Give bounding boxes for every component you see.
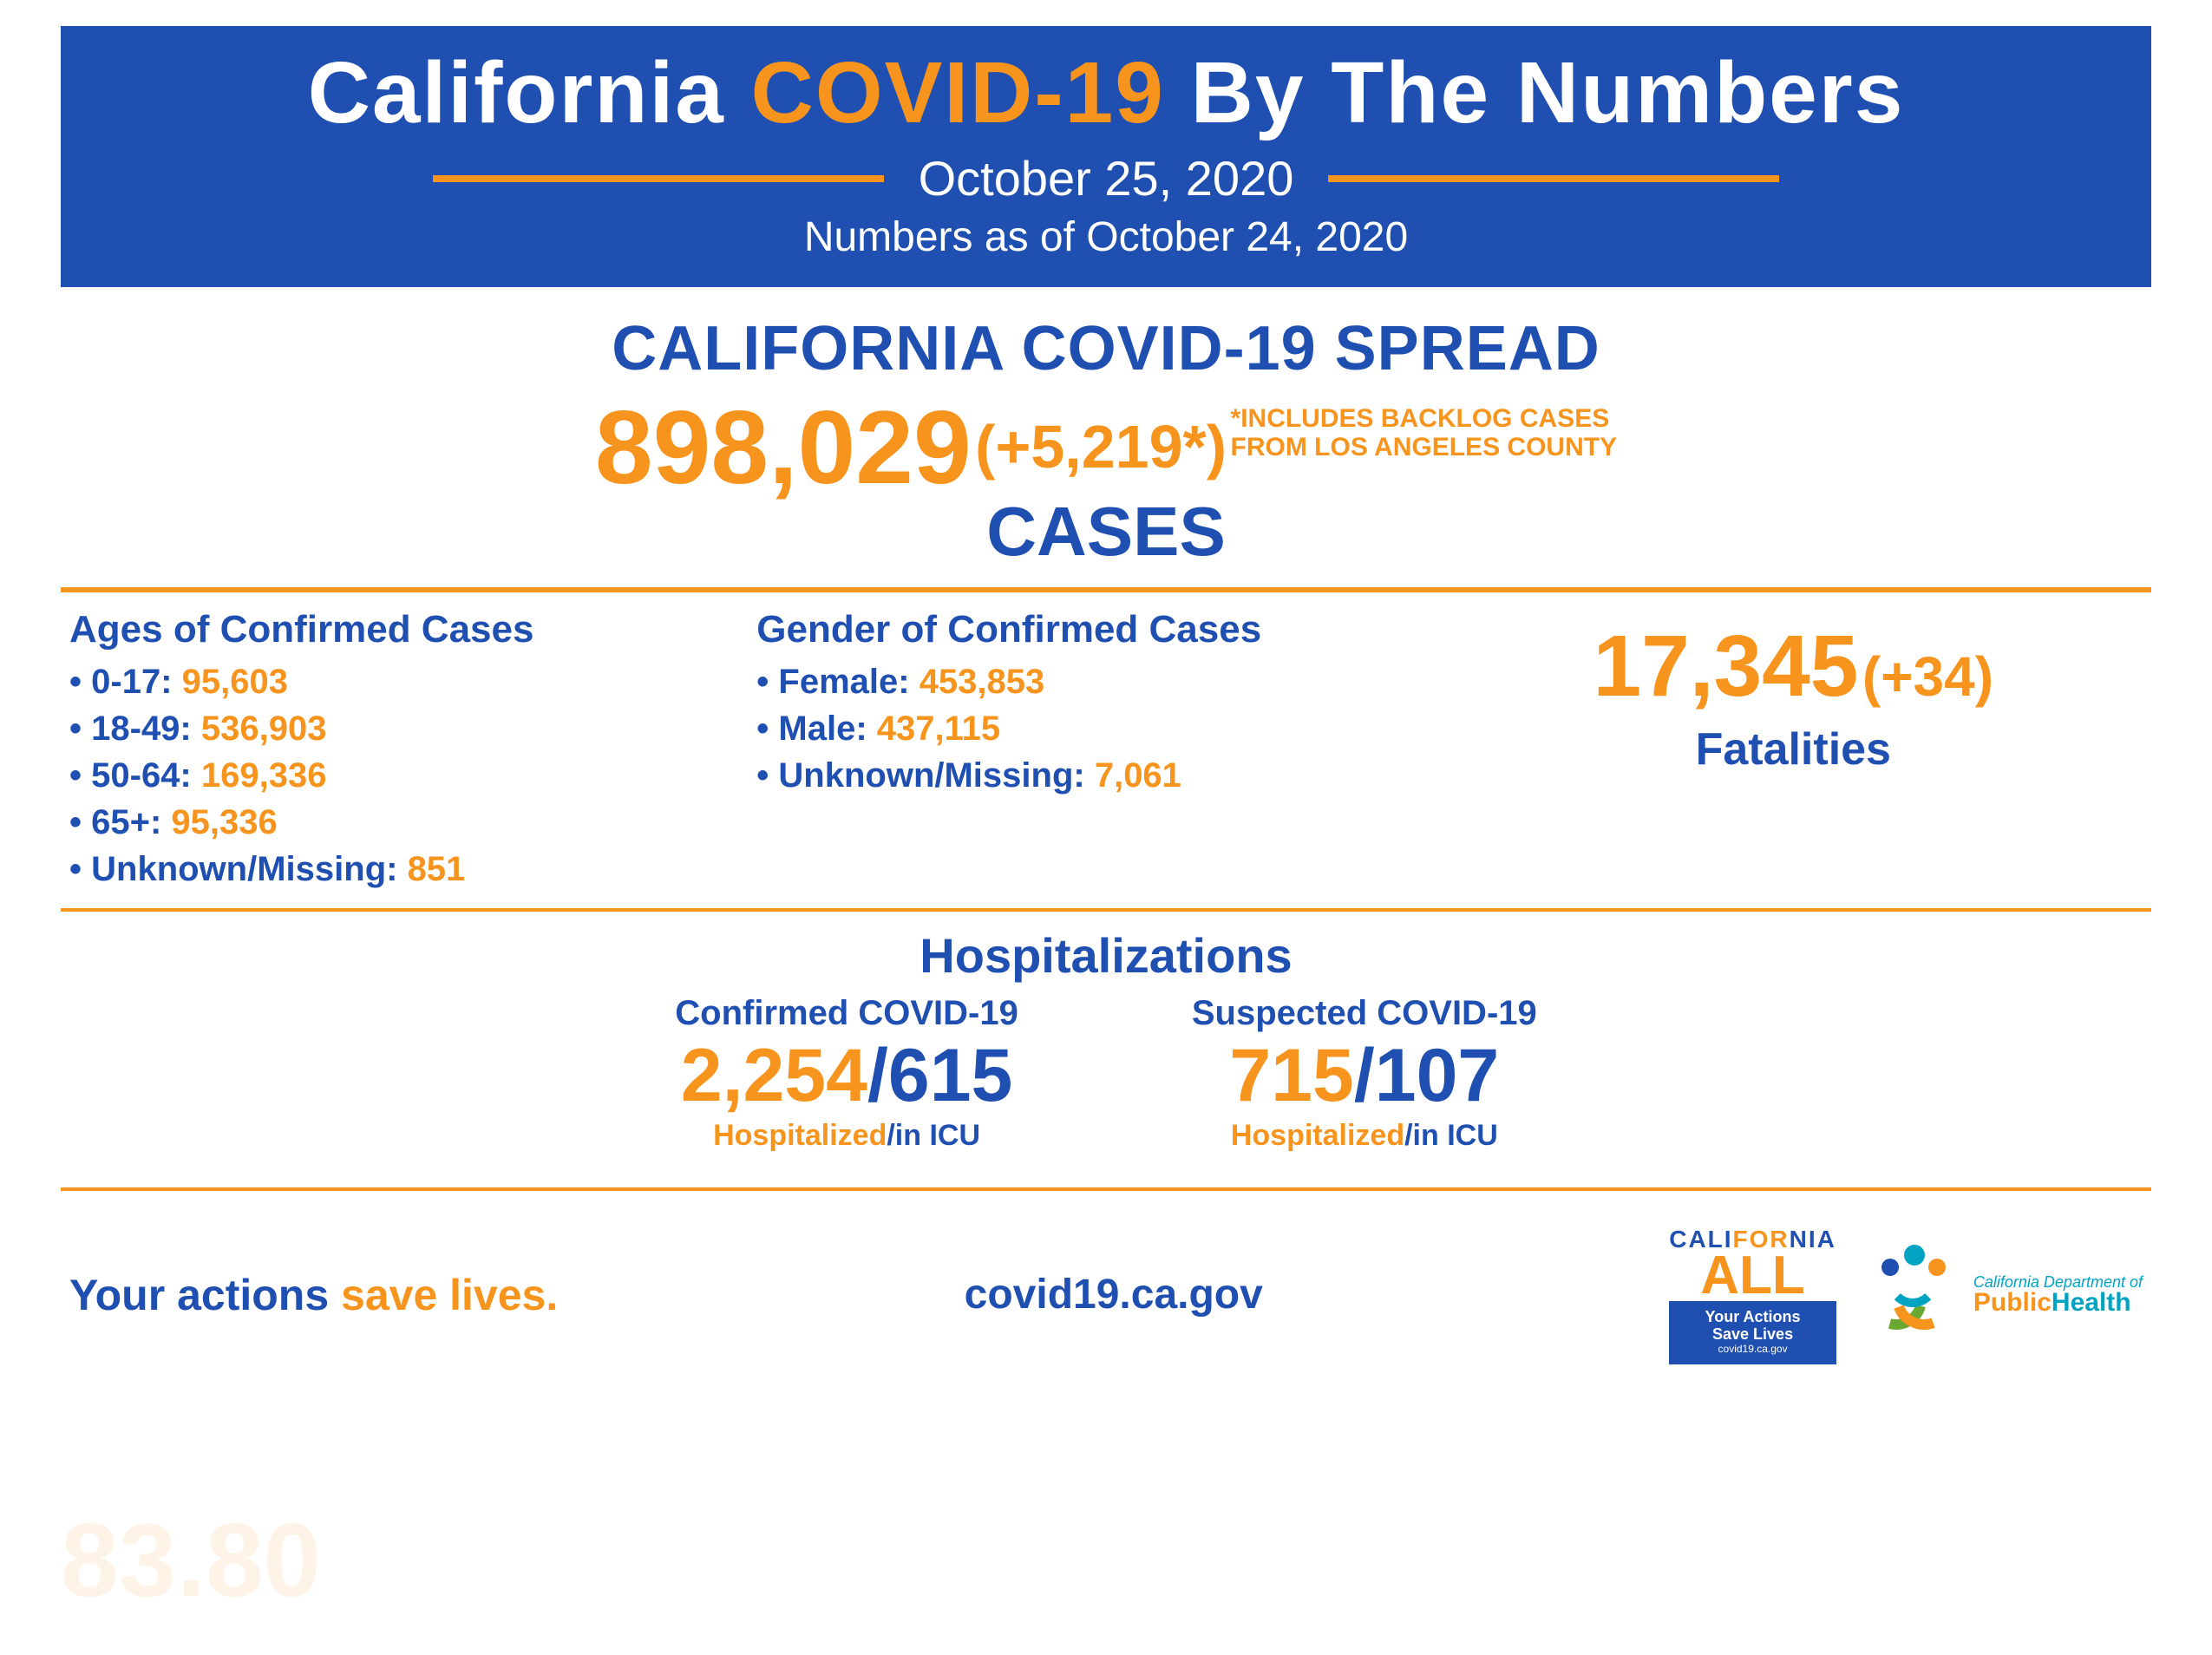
rule-left [433, 175, 884, 182]
logo-all-box: Your Actions Save Lives covid19.ca.gov [1669, 1301, 1836, 1364]
divider-1 [61, 587, 2151, 592]
fatalities-delta: (+34) [1862, 645, 1993, 708]
confirmed-title: Confirmed COVID-19 [675, 994, 1018, 1033]
footer-row: Your actions save lives. covid19.ca.gov … [61, 1226, 2151, 1364]
title-accent: COVID-19 [751, 44, 1165, 141]
spread-heading: CALIFORNIA COVID-19 SPREAD [61, 313, 2151, 384]
cases-total: 898,029 [595, 389, 972, 506]
california-all-logo: CALIFORNIA ALL Your Actions Save Lives c… [1669, 1226, 1836, 1364]
list-item: 65+: 95,336 [69, 799, 704, 846]
gender-column: Gender of Confirmed Cases Female: 453,85… [756, 608, 1391, 893]
hospitalizations-row: Confirmed COVID-19 2,254/615 Hospitalize… [61, 994, 2151, 1153]
ages-title: Ages of Confirmed Cases [69, 608, 704, 651]
cdph-mark-icon [1862, 1243, 1967, 1347]
page-title: California COVID-19 By The Numbers [130, 43, 2082, 143]
fatalities-total: 17,345 [1594, 618, 1859, 715]
list-item: 50-64: 169,336 [69, 752, 704, 799]
as-of-date: Numbers as of October 24, 2020 [130, 213, 2082, 261]
rule-right [1328, 175, 1779, 182]
cdph-text: California Department of PublicHealth [1973, 1274, 2143, 1316]
backlog-note: *INCLUDES BACKLOG CASES FROM LOS ANGELES… [1231, 404, 1618, 461]
report-date: October 25, 2020 [919, 150, 1294, 206]
hospitalizations-heading: Hospitalizations [61, 927, 2151, 984]
divider-3 [61, 1187, 2151, 1191]
suspected-title: Suspected COVID-19 [1192, 994, 1537, 1033]
site-url: covid19.ca.gov [965, 1271, 1263, 1318]
cases-delta: (+5,219*) [975, 413, 1227, 481]
cases-label: CASES [61, 492, 2151, 572]
divider-2 [61, 908, 2151, 912]
suspected-block: Suspected COVID-19 715/107 Hospitalized/… [1192, 994, 1537, 1153]
tagline: Your actions save lives. [69, 1270, 558, 1320]
logo-all-main: ALL [1669, 1253, 1836, 1299]
list-item: 0-17: 95,603 [69, 658, 704, 705]
confirmed-values: 2,254/615 [675, 1033, 1018, 1119]
list-item: 18-49: 536,903 [69, 705, 704, 752]
gender-title: Gender of Confirmed Cases [756, 608, 1391, 651]
stats-row: Ages of Confirmed Cases 0-17: 95,60318-4… [61, 608, 2151, 893]
ages-column: Ages of Confirmed Cases 0-17: 95,60318-4… [69, 608, 704, 893]
list-item: Unknown/Missing: 851 [69, 846, 704, 893]
cdph-logo: California Department of PublicHealth [1862, 1243, 2143, 1347]
gender-list: Female: 453,853Male: 437,115Unknown/Miss… [756, 658, 1391, 799]
suspected-values: 715/107 [1192, 1033, 1537, 1119]
list-item: Male: 437,115 [756, 705, 1391, 752]
fatalities-label: Fatalities [1444, 723, 2143, 775]
fatalities-column: 17,345 (+34) Fatalities [1444, 608, 2143, 893]
title-post: By The Numbers [1165, 44, 1904, 141]
confirmed-caption: Hospitalized/in ICU [675, 1119, 1018, 1153]
list-item: Female: 453,853 [756, 658, 1391, 705]
logos: CALIFORNIA ALL Your Actions Save Lives c… [1669, 1226, 2143, 1364]
title-pre: California [308, 44, 751, 141]
confirmed-block: Confirmed COVID-19 2,254/615 Hospitalize… [675, 994, 1018, 1153]
header-band: California COVID-19 By The Numbers Octob… [61, 26, 2151, 287]
ages-list: 0-17: 95,60318-49: 536,90350-64: 169,336… [69, 658, 704, 893]
suspected-caption: Hospitalized/in ICU [1192, 1119, 1537, 1153]
date-row: October 25, 2020 [130, 150, 2082, 206]
list-item: Unknown/Missing: 7,061 [756, 752, 1391, 799]
cases-block: 898,029 (+5,219*) *INCLUDES BACKLOG CASE… [61, 388, 2151, 572]
